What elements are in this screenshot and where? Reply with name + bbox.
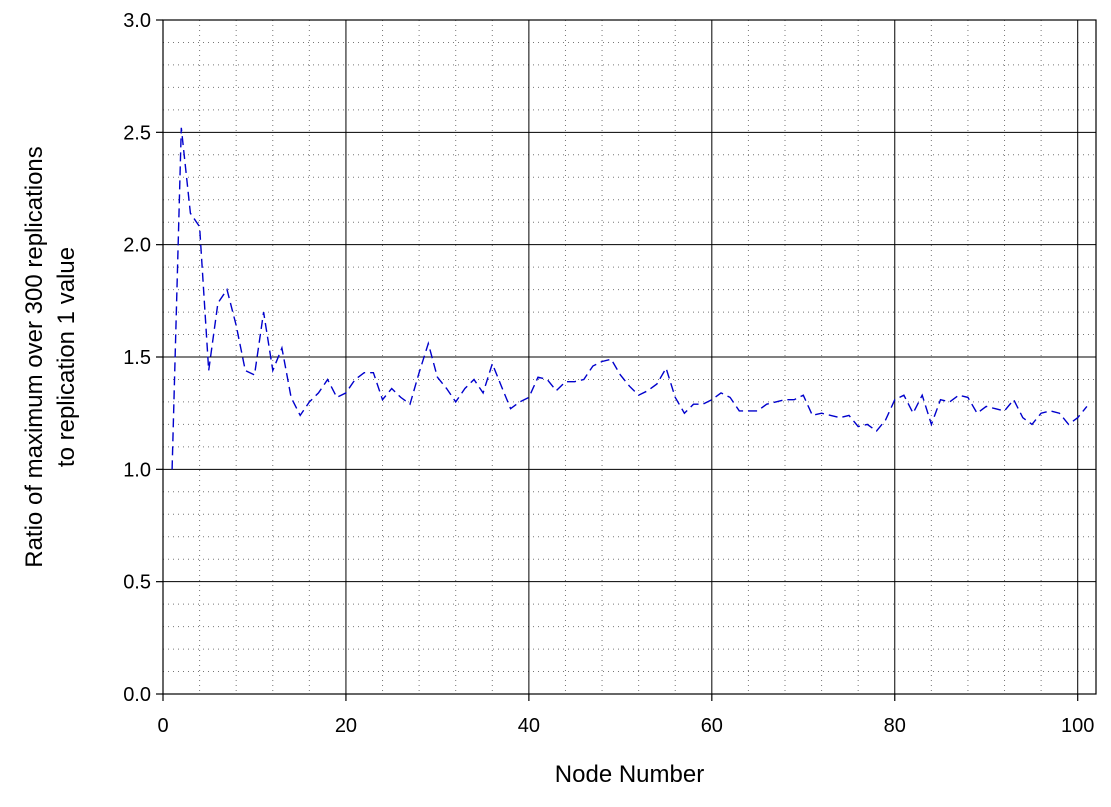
- y-tick-label: 2.0: [123, 235, 151, 257]
- series-layer: [171, 127, 1088, 470]
- y-tick-label: 1.5: [123, 347, 151, 369]
- x-axis-ticks: 0 20 40 60 80 100: [157, 694, 1094, 737]
- x-tick-label: 40: [518, 715, 540, 737]
- y-tick-label: 1.0: [123, 459, 151, 481]
- y-tick-label: 0.5: [123, 572, 151, 594]
- y-axis-ticks: 0.0 0.5 1.0 1.5 2.0 2.5 3.0: [123, 10, 163, 706]
- x-tick-label: 60: [701, 715, 723, 737]
- series-line: [171, 127, 1088, 470]
- y-axis-title-line-1: Ratio of maximum over 300 replications: [21, 146, 48, 568]
- y-tick-label: 0.0: [123, 684, 151, 706]
- x-tick-label: 20: [335, 715, 357, 737]
- x-axis-title: Node Number: [555, 761, 704, 788]
- y-axis-title-line-2: to replication 1 value: [53, 247, 80, 467]
- x-tick-label: 80: [884, 715, 906, 737]
- x-tick-label: 0: [157, 715, 168, 737]
- major-grid: [162, 19, 1096, 695]
- y-tick-label: 2.5: [123, 122, 151, 144]
- y-axis-title: Ratio of maximum over 300 replications t…: [21, 146, 80, 568]
- y-tick-label: 3.0: [123, 10, 151, 32]
- minor-grid: [163, 20, 1096, 694]
- x-tick-label: 100: [1061, 715, 1094, 737]
